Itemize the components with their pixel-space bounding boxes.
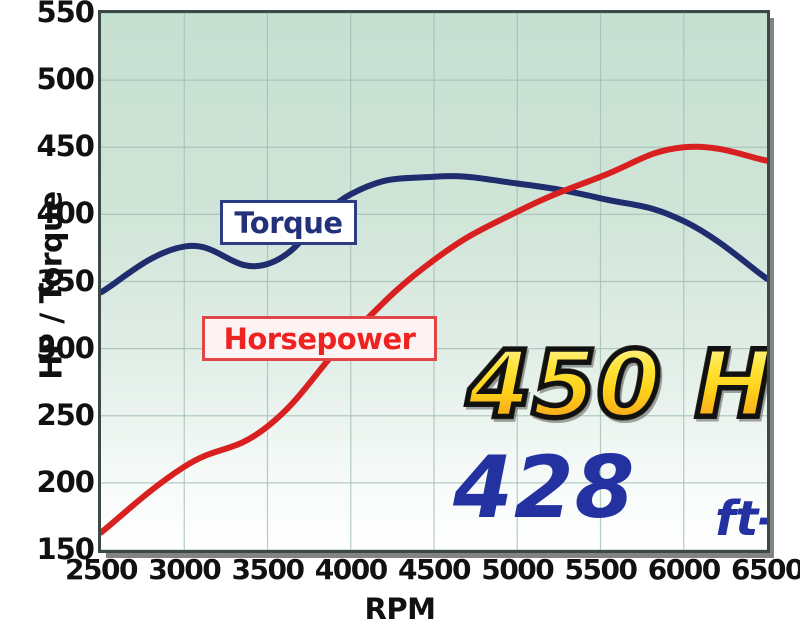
plot-area: Torque Horsepower 450 HP 450 HP 428 ft-l…	[98, 10, 770, 553]
y-tick-label: 200	[36, 464, 95, 499]
callout-peak-torque: 428	[453, 438, 636, 538]
series-line-torque	[101, 173, 767, 296]
x-tick-label: 3500	[231, 553, 305, 586]
series-line-horsepower	[101, 143, 767, 536]
x-tick-label: 3000	[148, 553, 221, 586]
x-tick-label: 6000	[647, 553, 721, 586]
legend-torque-label: Torque	[234, 205, 343, 240]
legend-horsepower-label: Horsepower	[223, 321, 416, 356]
legend-torque[interactable]: Torque	[220, 200, 357, 245]
plot-inner	[101, 13, 767, 550]
x-tick-label: 5000	[481, 553, 554, 586]
y-tick-label: 450	[36, 129, 95, 164]
x-axis-ticks: 2500 3000 3500 4000 4500 5000 5500 6000 6500	[0, 556, 800, 596]
y-tick-label: 250	[36, 397, 95, 432]
callout-torque-units: ft-lbs	[715, 491, 767, 547]
x-axis-title: RPM	[364, 592, 436, 626]
x-tick-label: 4000	[314, 553, 388, 586]
y-axis-ticks: 150 200 250 300 350 400 450 500 550	[0, 0, 95, 624]
y-tick-label: 400	[36, 196, 95, 231]
y-tick-label: 550	[36, 0, 95, 29]
x-tick-label: 2500	[65, 553, 138, 586]
x-tick-label: 6500	[731, 553, 800, 586]
y-tick-label: 500	[36, 62, 95, 97]
plot-canvas	[101, 13, 767, 550]
callout-peak-hp-outline: 450 HP	[464, 336, 767, 434]
callout-peak-hp: 450 HP	[465, 336, 767, 433]
y-tick-label: 350	[36, 263, 95, 298]
legend-horsepower[interactable]: Horsepower	[202, 316, 437, 361]
y-tick-label: 300	[36, 330, 95, 365]
y-tick-label: 150	[36, 532, 95, 566]
x-tick-label: 4500	[398, 553, 471, 586]
x-tick-label: 5500	[564, 553, 638, 586]
